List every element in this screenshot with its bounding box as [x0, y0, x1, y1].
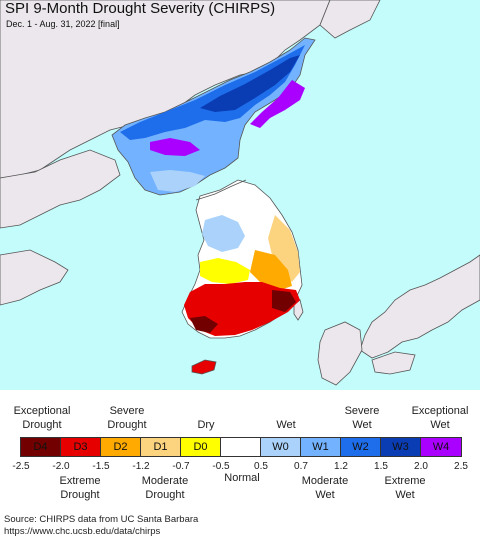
legend-tick-label: -0.5 — [212, 461, 230, 472]
legend-tick-label: -0.7 — [172, 461, 190, 472]
nk-wet-w0 — [150, 170, 205, 192]
legend-top-label: Dry — [197, 419, 215, 431]
russia-land — [319, 0, 381, 39]
sk-dry-d1 — [268, 215, 300, 282]
legend-color-bar: D4 D3 D2 D1 D0 W0 W1 W2 W3 W4 — [20, 437, 462, 457]
jeju-island — [191, 359, 217, 375]
liaodong-land — [0, 149, 121, 229]
legend-tick-label: -1.5 — [92, 461, 110, 472]
legend-swatch: W2 — [341, 438, 381, 456]
source-text: Source: CHIRPS data from UC Santa Barbar… — [4, 514, 199, 525]
legend-tick-label: -2.0 — [52, 461, 70, 472]
legend-swatch: D1 — [141, 438, 181, 456]
drought-map — [0, 0, 480, 390]
sk-dry-d4-south — [190, 316, 218, 333]
legend-swatch: D3 — [61, 438, 101, 456]
legend-top-label: Wet — [276, 419, 296, 431]
nk-wet-w4-west — [150, 138, 200, 156]
nk-wet-w3 — [200, 55, 300, 112]
dmz-border — [195, 179, 247, 201]
legend-bottom-label: Extreme Wet — [384, 475, 426, 501]
legend-tick-label: 0.5 — [254, 461, 268, 472]
sk-dry-d0 — [200, 258, 250, 284]
nk-wet-w4 — [250, 80, 305, 128]
legend-swatch: D4 — [21, 438, 61, 456]
legend-top-label: Exceptional Wet — [411, 405, 469, 431]
legend-tick-label: -2.5 — [12, 461, 30, 472]
legend-tick-label: -1.2 — [132, 461, 150, 472]
legend-bottom-label: Normal — [224, 472, 260, 484]
source-link[interactable]: https://www.chc.ucsb.edu/data/chirps — [4, 526, 161, 537]
map-title: SPI 9-Month Drought Severity (CHIRPS) — [5, 0, 276, 17]
legend-swatch — [221, 438, 261, 456]
legend-tick-label: 0.7 — [294, 461, 308, 472]
legend-bottom-label: Extreme Drought — [59, 475, 101, 501]
nk-wet-w2 — [120, 45, 305, 140]
legend-swatch: W1 — [301, 438, 341, 456]
legend-swatch: D2 — [101, 438, 141, 456]
legend-tick-label: 1.2 — [334, 461, 348, 472]
legend-swatch: D0 — [181, 438, 221, 456]
source-note: Source: CHIRPS data from UC Santa Barbar… — [4, 514, 198, 538]
legend-swatch: W0 — [261, 438, 301, 456]
japan-island-shikoku — [371, 351, 416, 375]
japan-island-kyushu — [317, 321, 363, 386]
legend-swatch: W4 — [421, 438, 461, 456]
legend-tick-label: 1.5 — [374, 461, 388, 472]
sk-dry-d4 — [272, 290, 296, 312]
legend-top-label: Severe Drought — [107, 405, 147, 431]
sk-dry-d2 — [250, 250, 292, 290]
legend-top-label: Severe Wet — [344, 405, 380, 431]
legend-tick-label: 2.0 — [414, 461, 428, 472]
legend-top-label: Exceptional Drought — [13, 405, 71, 431]
shandong-land — [0, 249, 69, 306]
legend-tick-label: 2.5 — [454, 461, 468, 472]
sk-wet-w0 — [202, 215, 245, 252]
legend-bottom-label: Moderate Wet — [301, 475, 349, 501]
japan-land — [359, 254, 480, 359]
legend-bottom-label: Moderate Drought — [141, 475, 189, 501]
legend-swatch: W3 — [381, 438, 421, 456]
map-canvas — [0, 0, 480, 390]
map-subtitle: Dec. 1 - Aug. 31, 2022 [final] — [6, 19, 120, 29]
